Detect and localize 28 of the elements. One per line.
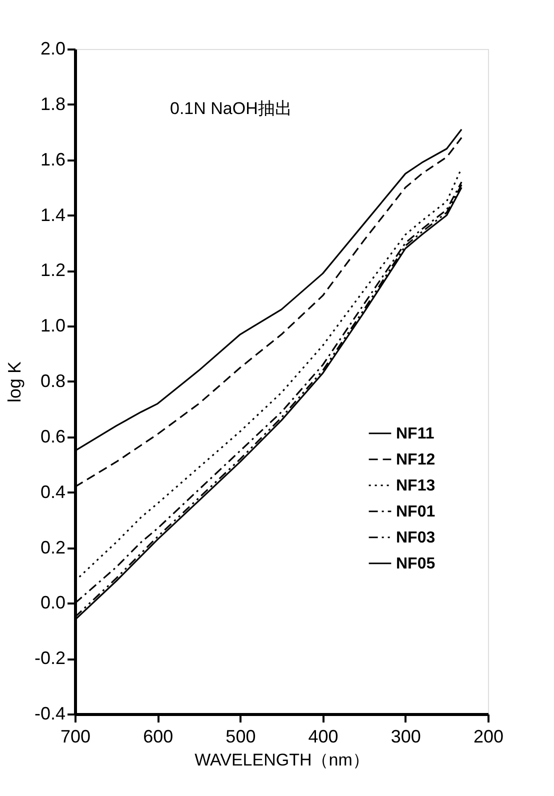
x-tick-label: 600 — [143, 726, 174, 746]
x-tick-label: 200 — [473, 726, 504, 746]
y-tick-label: 1.6 — [40, 149, 66, 170]
y-tick-label: 1.4 — [40, 204, 66, 225]
x-tick-label: 500 — [226, 726, 256, 746]
y-tick-label: 1.0 — [40, 316, 66, 336]
annotation: 0.1N NaOH抽出 — [170, 99, 292, 118]
y-tick-label: 2.0 — [40, 38, 66, 58]
x-tick-label: 700 — [60, 726, 91, 746]
y-tick-label: 0.4 — [40, 482, 66, 502]
y-tick-label: 1.2 — [40, 260, 66, 280]
legend-label: NF11 — [396, 425, 434, 442]
y-tick-label: 0.2 — [40, 537, 66, 558]
legend-label: NF13 — [396, 477, 436, 494]
legend-label: NF01 — [396, 503, 436, 520]
y-tick-label: -0.4 — [34, 704, 66, 724]
x-tick-label: 300 — [390, 726, 421, 746]
x-tick-label: 400 — [308, 726, 338, 746]
y-tick-label: 0.0 — [40, 592, 66, 613]
y-axis-title: log K — [4, 361, 24, 403]
legend-label: NF12 — [396, 451, 436, 468]
y-tick-label: 1.8 — [40, 94, 66, 114]
legend-label: NF03 — [396, 529, 436, 546]
y-tick-label: 0.8 — [40, 371, 66, 391]
x-axis-title: WAVELENGTH（nm） — [194, 750, 370, 770]
y-tick-label: 0.6 — [40, 426, 66, 446]
legend-label: NF05 — [396, 555, 436, 572]
y-tick-label: -0.2 — [34, 648, 66, 668]
